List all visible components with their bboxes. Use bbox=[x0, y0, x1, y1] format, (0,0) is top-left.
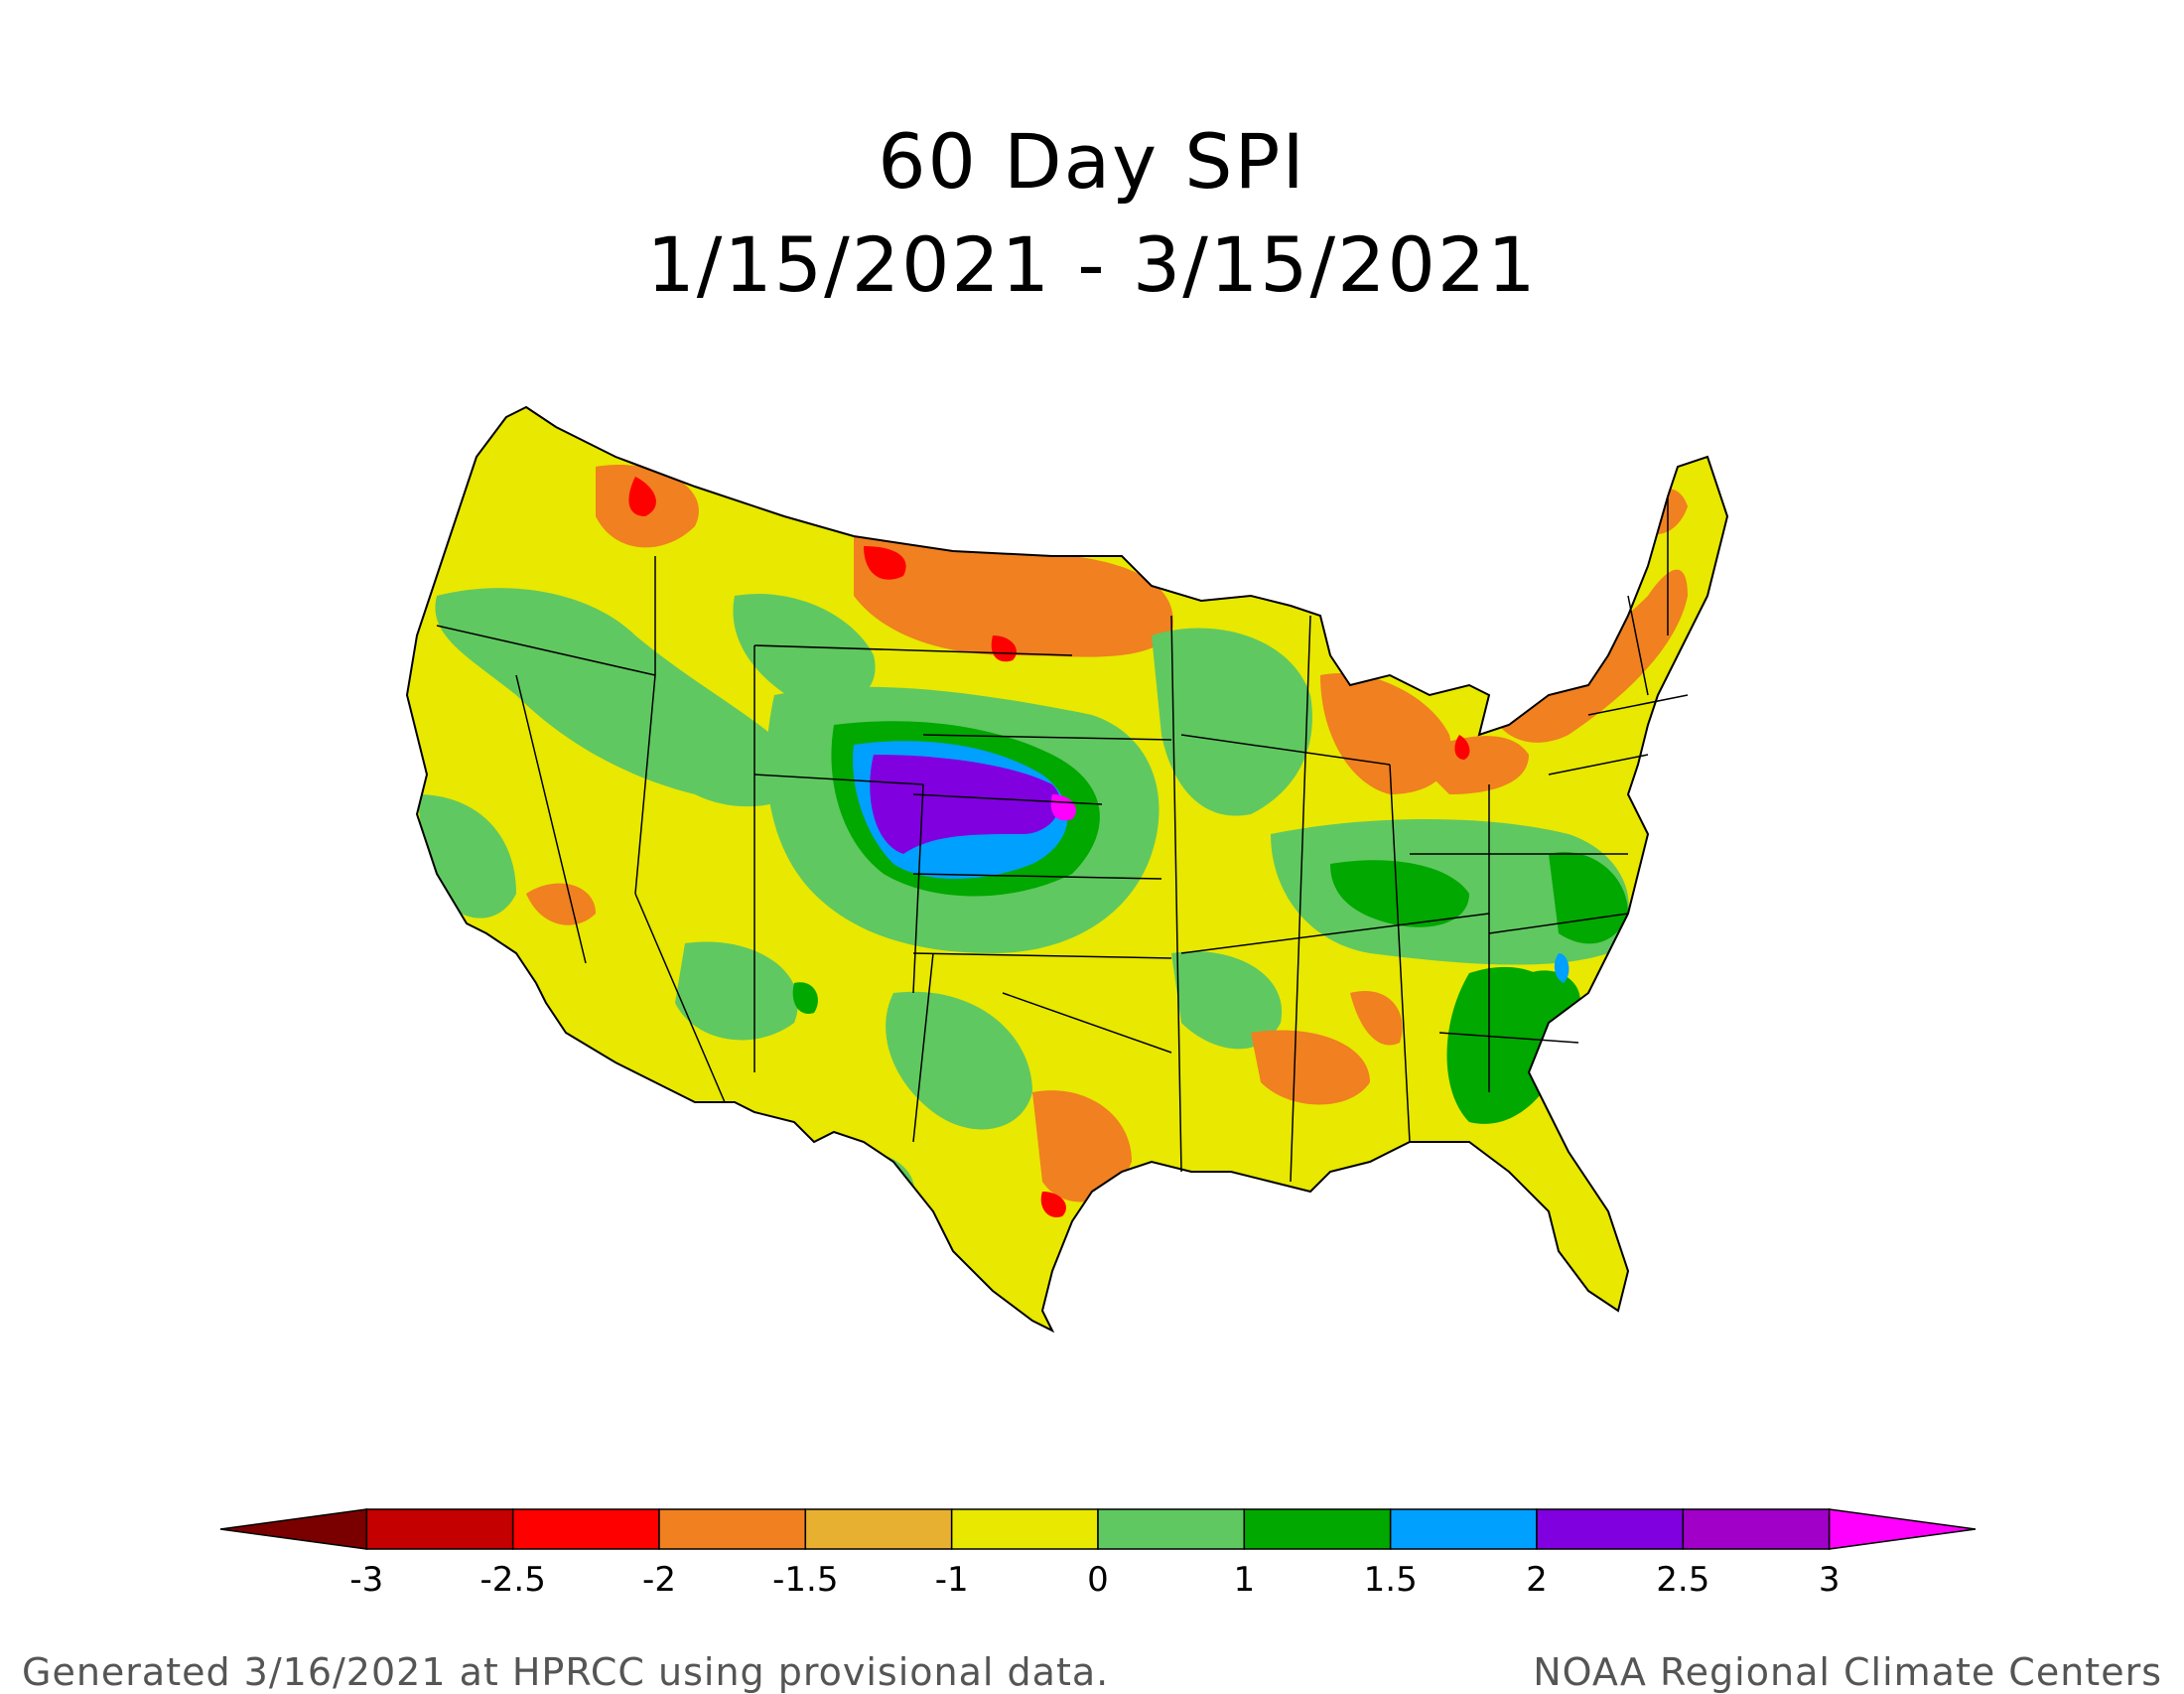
map-title: 60 Day SPI bbox=[878, 117, 1306, 206]
legend-tick-label: -1 bbox=[935, 1560, 969, 1600]
legend-tick-label: -2 bbox=[642, 1560, 676, 1600]
legend-tick-label: 1.5 bbox=[1364, 1560, 1418, 1600]
legend-swatch bbox=[1389, 1508, 1538, 1550]
legend-swatch bbox=[804, 1508, 953, 1550]
legend-tick-label: 0 bbox=[1087, 1560, 1109, 1600]
legend-tick-label: 2 bbox=[1526, 1560, 1548, 1600]
map-date-range: 1/15/2021 - 3/15/2021 bbox=[646, 220, 1538, 309]
legend-tick-label: -3 bbox=[349, 1560, 383, 1600]
legend-tick-label: 1 bbox=[1234, 1560, 1256, 1600]
source-credit: NOAA Regional Climate Centers bbox=[1533, 1650, 2162, 1694]
legend-tick-label: 2.5 bbox=[1656, 1560, 1709, 1600]
state-boundaries bbox=[405, 405, 1729, 1334]
generated-note: Generated 3/16/2021 at HPRCC using provi… bbox=[22, 1650, 1110, 1694]
legend-swatch bbox=[1536, 1508, 1685, 1550]
legend-swatch bbox=[219, 1508, 368, 1550]
legend-swatch bbox=[1097, 1508, 1246, 1550]
legend-swatch bbox=[1828, 1508, 1977, 1550]
spi-color-legend: -3 -2.5 -2 -1.5 -1 0 1 1.5 2 2.5 3 bbox=[219, 1508, 1977, 1600]
legend-swatch bbox=[1682, 1508, 1831, 1550]
legend-tick-label: 3 bbox=[1819, 1560, 1841, 1600]
legend-swatch bbox=[950, 1508, 1099, 1550]
legend-tick-label: -1.5 bbox=[772, 1560, 838, 1600]
spi-map bbox=[405, 405, 1729, 1334]
legend-swatch bbox=[511, 1508, 660, 1550]
legend-swatch bbox=[365, 1508, 514, 1550]
legend-tick-label: -2.5 bbox=[479, 1560, 545, 1600]
legend-swatch bbox=[658, 1508, 807, 1550]
legend-swatch bbox=[1243, 1508, 1392, 1550]
